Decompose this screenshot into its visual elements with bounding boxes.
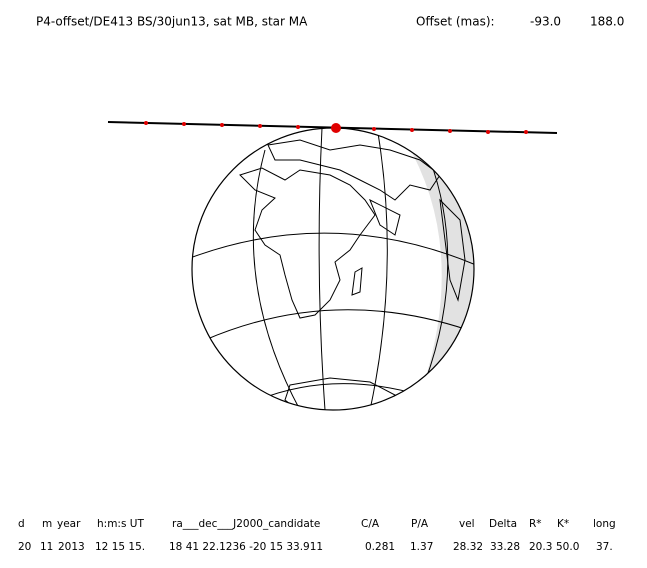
meridian	[369, 132, 388, 410]
africa	[239, 167, 376, 319]
table-cell: 20.3	[529, 541, 552, 553]
info-table: d m year h:m:s UT ra___dec___J2000_candidate…	[18, 518, 616, 553]
table-cell: 11	[40, 541, 53, 553]
twilight	[405, 140, 474, 400]
meridian	[252, 149, 301, 410]
track-point	[486, 130, 490, 134]
track-point	[182, 122, 186, 126]
table-cell: 37.	[596, 541, 613, 553]
column-header: R*	[529, 518, 542, 530]
track-point	[258, 124, 262, 128]
closest-approach	[331, 123, 341, 133]
offset-y: 188.0	[590, 15, 624, 29]
table-cell: 28.32	[453, 541, 483, 553]
asia-edge	[439, 198, 466, 302]
arabia	[369, 198, 401, 236]
title: P4-offset/DE413 BS/30jun13, sat MB, star…	[36, 15, 308, 29]
table-cell: 50.0	[556, 541, 579, 553]
track-points	[144, 121, 528, 134]
madagascar	[351, 267, 363, 296]
track-point	[144, 121, 148, 125]
equator	[192, 232, 474, 266]
column-header: C/A	[361, 518, 380, 530]
column-header: long	[593, 518, 616, 530]
table-cell: 12 15 15.	[95, 541, 145, 553]
parallel	[204, 309, 469, 341]
track-point	[410, 128, 414, 132]
track-point	[220, 123, 224, 127]
track-point	[296, 125, 300, 129]
meridian	[318, 128, 326, 410]
track-point	[448, 129, 452, 133]
meridian	[419, 159, 449, 396]
offset-label: Offset (mas):	[416, 15, 495, 29]
column-header: h:m:s UT	[97, 518, 144, 530]
table-cell: 0.281	[365, 541, 395, 553]
table-cell: 1.37	[410, 541, 433, 553]
column-header: Delta	[489, 518, 517, 530]
table-cell: 20	[18, 541, 31, 553]
column-header: P/A	[411, 518, 429, 530]
offset-x: -93.0	[530, 15, 561, 29]
parallel	[257, 383, 421, 401]
column-header: vel	[459, 518, 475, 530]
table-cell: 33.28	[490, 541, 520, 553]
column-header: m	[42, 518, 52, 530]
eurasia	[267, 139, 441, 201]
table-cell: 2013	[58, 541, 85, 553]
track-point	[524, 130, 528, 134]
track-point	[372, 127, 376, 131]
table-cell: 18 41 22.1236 -20 15 33.911	[169, 541, 323, 553]
column-header: year	[57, 518, 81, 530]
column-header: ra___dec___J2000_candidate	[172, 518, 320, 530]
column-header: K*	[557, 518, 569, 530]
column-header: d	[18, 518, 25, 530]
